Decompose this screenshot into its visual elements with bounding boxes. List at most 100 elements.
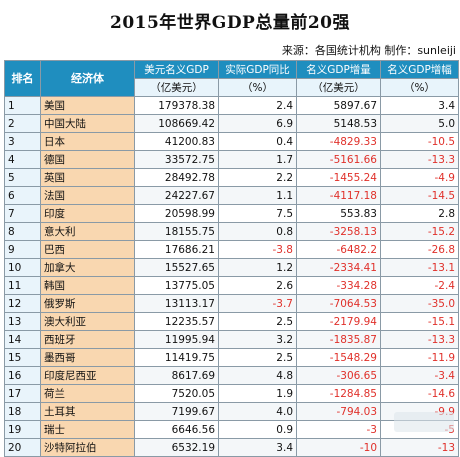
rate-cell: -13: [381, 439, 459, 457]
rate-cell: -13.1: [381, 259, 459, 277]
increment-cell: 5148.53: [297, 115, 381, 133]
rate-cell: -14.5: [381, 187, 459, 205]
gdp-cell: 108669.42: [135, 115, 219, 133]
real-growth-cell: 3.2: [219, 331, 297, 349]
rank-cell: 7: [5, 205, 41, 223]
economy-cell: 西班牙: [41, 331, 135, 349]
real-growth-cell: 2.5: [219, 349, 297, 367]
watermark: [394, 412, 454, 432]
real-growth-cell: 1.7: [219, 151, 297, 169]
real-growth-cell: 2.6: [219, 277, 297, 295]
increment-cell: -5161.66: [297, 151, 381, 169]
rank-cell: 10: [5, 259, 41, 277]
header-row-1: 排名 经济体 美元名义GDP 实际GDP同比 名义GDP增量 名义GDP增幅: [5, 61, 459, 79]
real-growth-cell: 4.8: [219, 367, 297, 385]
gdp-cell: 17686.21: [135, 241, 219, 259]
economy-cell: 墨西哥: [41, 349, 135, 367]
economy-cell: 澳大利亚: [41, 313, 135, 331]
gdp-cell: 8617.69: [135, 367, 219, 385]
increment-cell: -4117.18: [297, 187, 381, 205]
real-growth-cell: 2.4: [219, 97, 297, 115]
economy-cell: 沙特阿拉伯: [41, 439, 135, 457]
increment-cell: -794.03: [297, 403, 381, 421]
real-growth-cell: 1.9: [219, 385, 297, 403]
real-growth-cell: 0.8: [219, 223, 297, 241]
economy-cell: 英国: [41, 169, 135, 187]
rate-cell: -3.4: [381, 367, 459, 385]
economy-cell: 法国: [41, 187, 135, 205]
real-growth-cell: 1.1: [219, 187, 297, 205]
real-growth-cell: 2.2: [219, 169, 297, 187]
gdp-cell: 12235.57: [135, 313, 219, 331]
rate-cell: -15.2: [381, 223, 459, 241]
increment-cell: -1455.24: [297, 169, 381, 187]
gdp-cell: 15527.65: [135, 259, 219, 277]
rank-cell: 9: [5, 241, 41, 259]
rate-cell: -10.5: [381, 133, 459, 151]
rank-cell: 18: [5, 403, 41, 421]
page-title: 2015年世界GDP总量前20强: [0, 8, 460, 33]
rank-cell: 6: [5, 187, 41, 205]
real-growth-cell: 3.4: [219, 439, 297, 457]
economy-cell: 俄罗斯: [41, 295, 135, 313]
rate-cell: -14.6: [381, 385, 459, 403]
header-increment: 名义GDP增量: [297, 61, 381, 79]
gdp-cell: 41200.83: [135, 133, 219, 151]
economy-cell: 巴西: [41, 241, 135, 259]
header-gdp-unit: （亿美元）: [135, 79, 219, 97]
economy-cell: 德国: [41, 151, 135, 169]
rank-cell: 5: [5, 169, 41, 187]
real-growth-cell: 6.9: [219, 115, 297, 133]
rate-cell: -4.9: [381, 169, 459, 187]
rank-cell: 8: [5, 223, 41, 241]
rank-cell: 15: [5, 349, 41, 367]
increment-cell: 5897.67: [297, 97, 381, 115]
source-note: 来源：各国统计机构 制作：sunleiji: [282, 42, 456, 58]
economy-cell: 日本: [41, 133, 135, 151]
increment-cell: -2334.41: [297, 259, 381, 277]
gdp-cell: 7199.67: [135, 403, 219, 421]
header-increment-unit: （亿美元）: [297, 79, 381, 97]
rank-cell: 3: [5, 133, 41, 151]
rank-cell: 4: [5, 151, 41, 169]
rank-cell: 20: [5, 439, 41, 457]
header-real-growth-unit: （%）: [219, 79, 297, 97]
increment-cell: -334.28: [297, 277, 381, 295]
header-rate: 名义GDP增幅: [381, 61, 459, 79]
rank-cell: 1: [5, 97, 41, 115]
rank-cell: 14: [5, 331, 41, 349]
real-growth-cell: -3.8: [219, 241, 297, 259]
gdp-cell: 11995.94: [135, 331, 219, 349]
rate-cell: -15.1: [381, 313, 459, 331]
increment-cell: -306.65: [297, 367, 381, 385]
economy-cell: 加拿大: [41, 259, 135, 277]
increment-cell: -1284.85: [297, 385, 381, 403]
economy-cell: 美国: [41, 97, 135, 115]
rank-cell: 12: [5, 295, 41, 313]
increment-cell: -1835.87: [297, 331, 381, 349]
header-real-growth: 实际GDP同比: [219, 61, 297, 79]
rank-cell: 13: [5, 313, 41, 331]
gdp-cell: 20598.99: [135, 205, 219, 223]
gdp-cell: 13775.05: [135, 277, 219, 295]
header-gdp: 美元名义GDP: [135, 61, 219, 79]
gdp-cell: 33572.75: [135, 151, 219, 169]
increment-cell: -10: [297, 439, 381, 457]
rank-cell: 16: [5, 367, 41, 385]
economy-cell: 印度: [41, 205, 135, 223]
economy-cell: 韩国: [41, 277, 135, 295]
increment-cell: 553.83: [297, 205, 381, 223]
economy-cell: 印度尼西亚: [41, 367, 135, 385]
